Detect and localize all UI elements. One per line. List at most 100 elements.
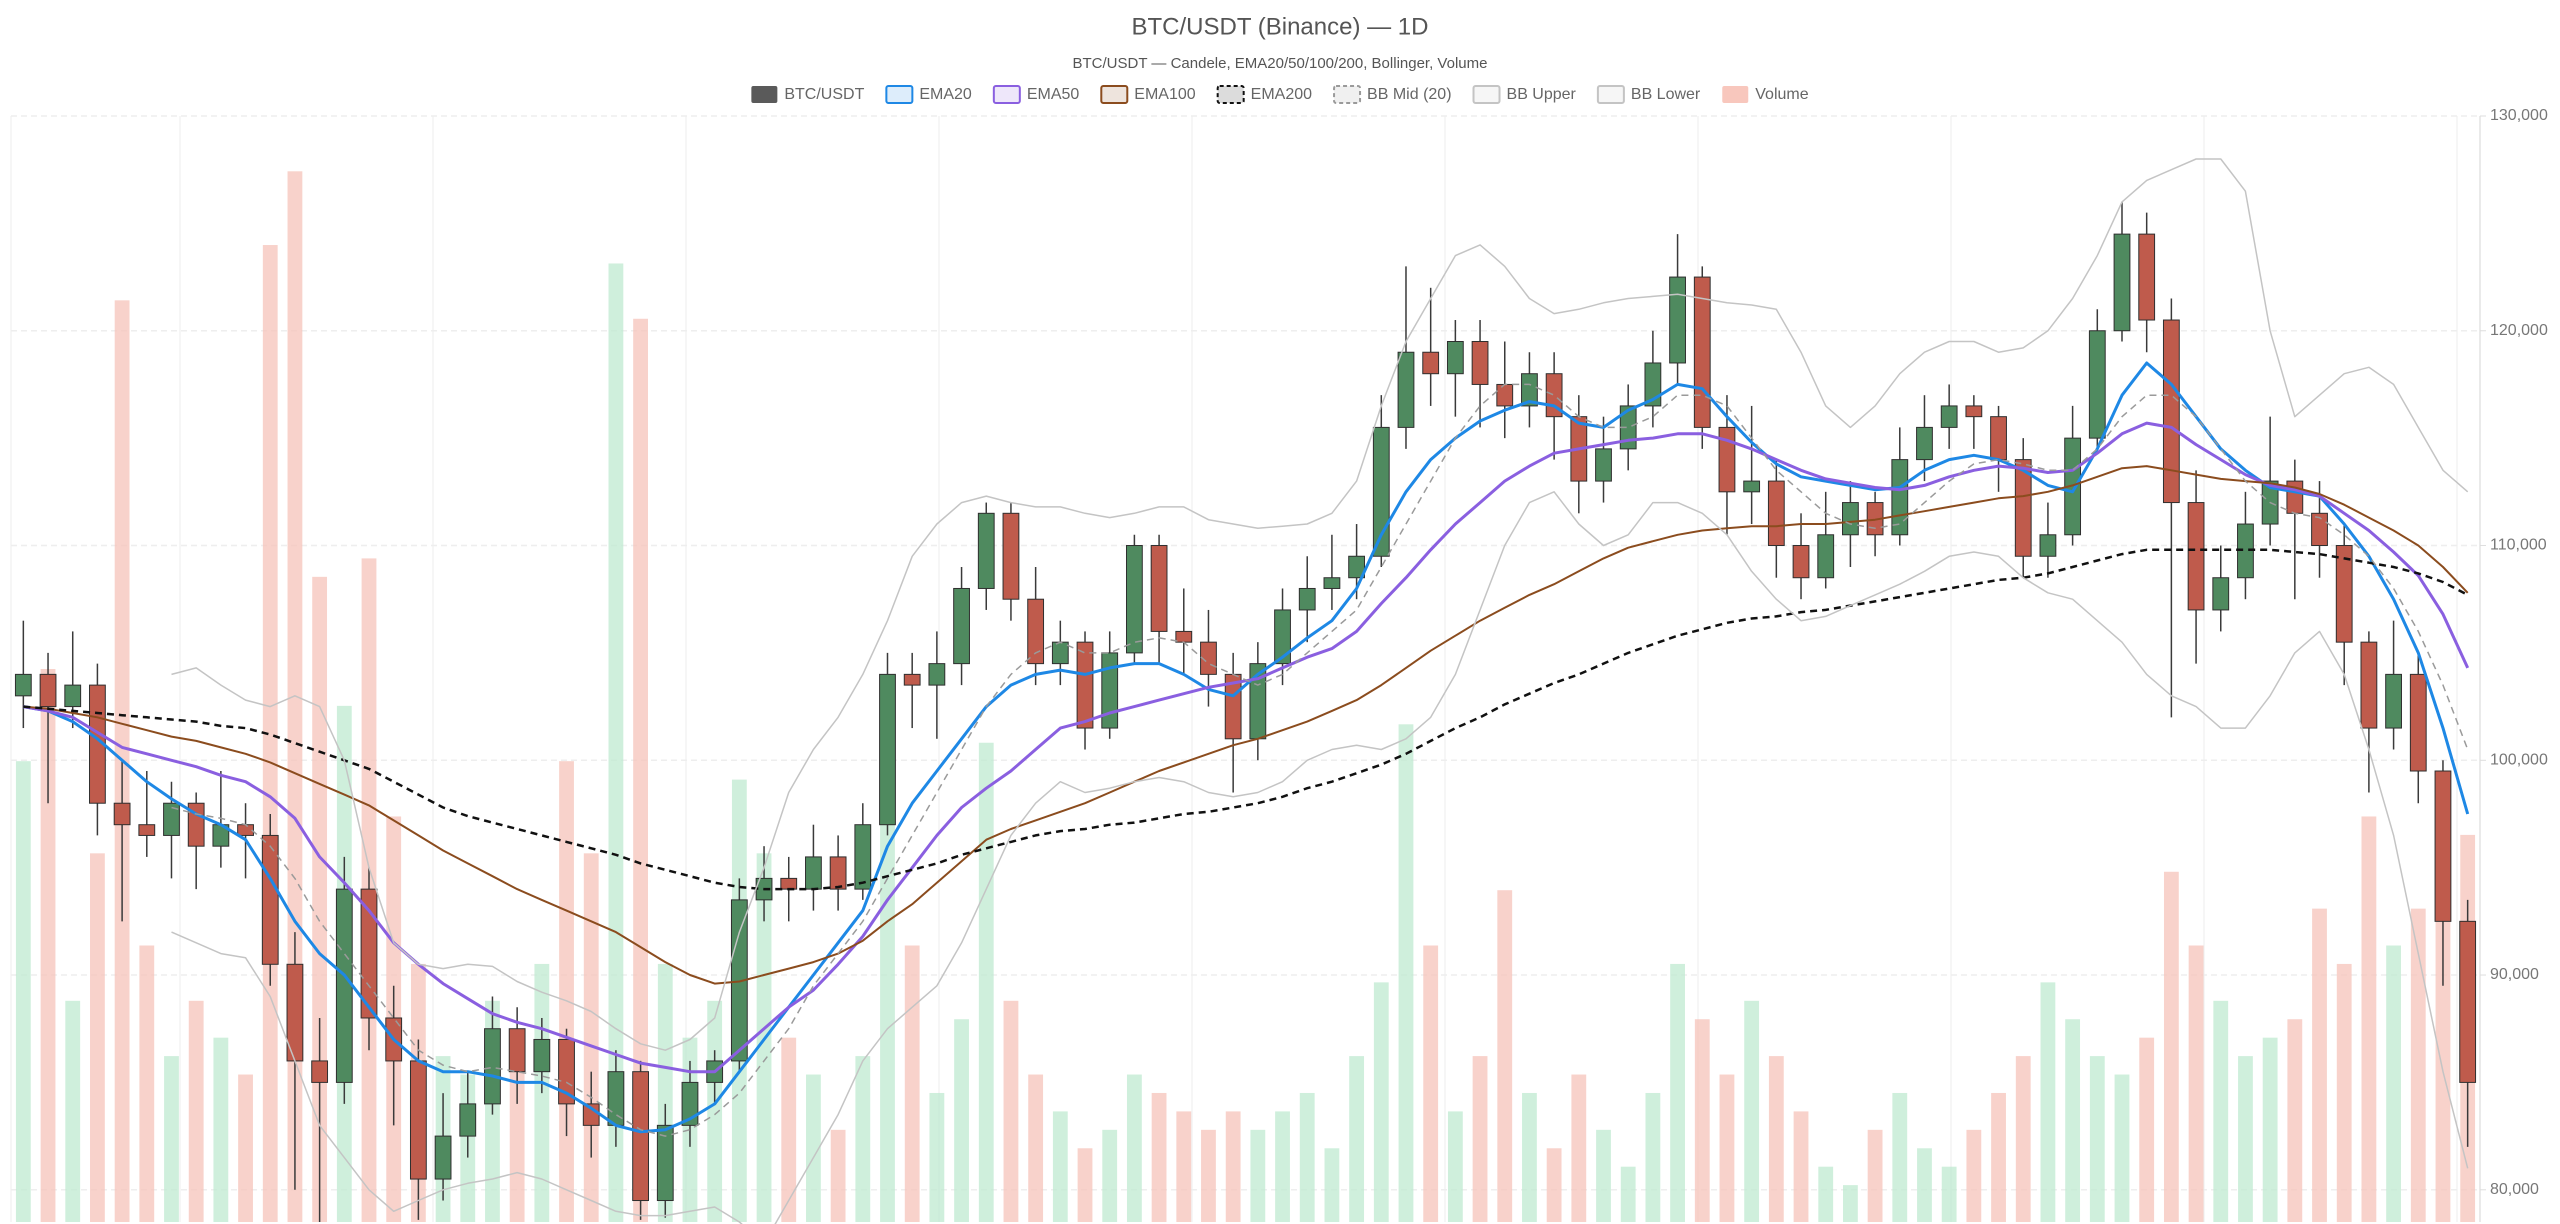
volume-bar bbox=[2188, 945, 2204, 1222]
y-tick-label: 100,000 bbox=[2490, 751, 2548, 768]
candle-body bbox=[2434, 770, 2452, 922]
volume-bar bbox=[1719, 1074, 1735, 1222]
candle-body bbox=[14, 673, 32, 697]
candle-body bbox=[1669, 276, 1686, 364]
indicator-line bbox=[23, 548, 2469, 891]
candle-body bbox=[335, 888, 353, 1083]
candle-body bbox=[1027, 598, 1045, 665]
volume-bar bbox=[2262, 1037, 2278, 1222]
candle-body bbox=[311, 1060, 329, 1083]
volume-bar bbox=[781, 1037, 797, 1222]
candle-body bbox=[508, 1028, 526, 1073]
legend-item: EMA50 bbox=[992, 85, 1080, 104]
candle-body bbox=[434, 1135, 452, 1180]
volume-bar bbox=[1546, 1148, 1562, 1222]
volume-bar bbox=[1892, 1092, 1908, 1222]
legend-swatch bbox=[751, 86, 778, 103]
y-axis: 80,000 90,000 100,000 110,000 120,000 130,000 bbox=[2480, 107, 2548, 1198]
volume-bar bbox=[1522, 1092, 1537, 1222]
candle-body bbox=[1891, 459, 1909, 536]
volume-bar bbox=[1250, 1129, 1266, 1222]
grid bbox=[10, 115, 2481, 1222]
indicator-line bbox=[171, 383, 2469, 1137]
candle-body bbox=[1446, 340, 1464, 375]
candle-body bbox=[681, 1081, 699, 1126]
candle-body bbox=[1965, 405, 1983, 418]
candle-body bbox=[1150, 545, 1168, 632]
candle-body bbox=[1323, 577, 1341, 589]
plot-area bbox=[14, 158, 2477, 1224]
volume-bar bbox=[559, 761, 574, 1222]
volume-bar bbox=[287, 171, 303, 1222]
volume-bar bbox=[1497, 890, 1513, 1222]
candle-body bbox=[1372, 426, 1390, 557]
legend-swatch bbox=[1472, 85, 1501, 104]
volume-bar bbox=[855, 1056, 871, 1222]
volume-bar bbox=[830, 1129, 846, 1222]
candle-body bbox=[1397, 351, 1415, 428]
candle-body bbox=[2409, 673, 2427, 772]
legend-item: BB Upper bbox=[1472, 85, 1577, 104]
candle-body bbox=[1767, 480, 1785, 547]
legend-label: EMA100 bbox=[1134, 86, 1195, 103]
volume-bar bbox=[1077, 1148, 1093, 1222]
candle-body bbox=[1125, 545, 1143, 654]
volume-bar bbox=[2312, 908, 2327, 1222]
volume-bar bbox=[1176, 1111, 1192, 1222]
candle-body bbox=[360, 888, 378, 1019]
candle-body bbox=[64, 684, 82, 708]
volume-bar bbox=[583, 853, 599, 1222]
candle-body bbox=[261, 834, 279, 965]
volume-bar bbox=[1596, 1129, 1611, 1222]
volume-bar bbox=[262, 245, 278, 1223]
volume-bar bbox=[1842, 1185, 1858, 1222]
candle-body bbox=[1348, 555, 1366, 579]
volume-bar bbox=[1052, 1111, 1068, 1222]
legend-label: EMA50 bbox=[1027, 86, 1080, 103]
volume-bar bbox=[65, 1000, 81, 1222]
volume-bar bbox=[1867, 1129, 1883, 1222]
candle-body bbox=[2360, 641, 2378, 729]
indicator-line bbox=[171, 491, 2469, 1224]
candle-body bbox=[953, 587, 970, 665]
candle-body bbox=[1521, 373, 1538, 407]
candle-body bbox=[2113, 233, 2131, 332]
y-tick-label: 120,000 bbox=[2490, 322, 2548, 339]
legend-item: EMA20 bbox=[885, 85, 972, 104]
volume-bar bbox=[608, 263, 624, 1222]
candle-body bbox=[1422, 351, 1440, 375]
volume-bar bbox=[2287, 1019, 2303, 1222]
volume-bar bbox=[213, 1037, 229, 1222]
volume-bar bbox=[1102, 1129, 1118, 1222]
legend-label: BB Mid (20) bbox=[1367, 86, 1451, 103]
volume-bar bbox=[1571, 1074, 1587, 1222]
volume-bar bbox=[509, 1056, 525, 1222]
candle-body bbox=[2014, 459, 2032, 557]
candle-body bbox=[2335, 545, 2353, 643]
candle-body bbox=[1940, 405, 1958, 428]
volume-bar bbox=[1003, 1000, 1019, 1222]
volume-bar bbox=[2361, 816, 2377, 1222]
candle-body bbox=[2459, 920, 2477, 1083]
volume-bar bbox=[1423, 945, 1439, 1222]
candle-body bbox=[1200, 641, 1217, 675]
candle-body bbox=[1693, 276, 1711, 428]
volume-bar bbox=[1793, 1111, 1809, 1222]
volume-bar bbox=[1126, 1074, 1142, 1222]
legend-item: BTC/USDT bbox=[751, 86, 865, 103]
legend-swatch bbox=[992, 85, 1021, 104]
candle-body bbox=[1743, 480, 1761, 493]
candle-body bbox=[879, 673, 896, 826]
volume-bar bbox=[2163, 871, 2179, 1222]
candle-body bbox=[903, 673, 921, 686]
candle-body bbox=[632, 1071, 649, 1202]
legend-item: EMA200 bbox=[1216, 85, 1312, 104]
y-tick-label: 90,000 bbox=[2490, 966, 2539, 983]
volume-bar bbox=[1373, 982, 1389, 1222]
legend-swatch bbox=[1596, 85, 1625, 104]
volume-bar bbox=[2238, 1056, 2253, 1222]
volume-bar bbox=[1201, 1129, 1216, 1222]
legend-label: BB Upper bbox=[1507, 86, 1577, 103]
